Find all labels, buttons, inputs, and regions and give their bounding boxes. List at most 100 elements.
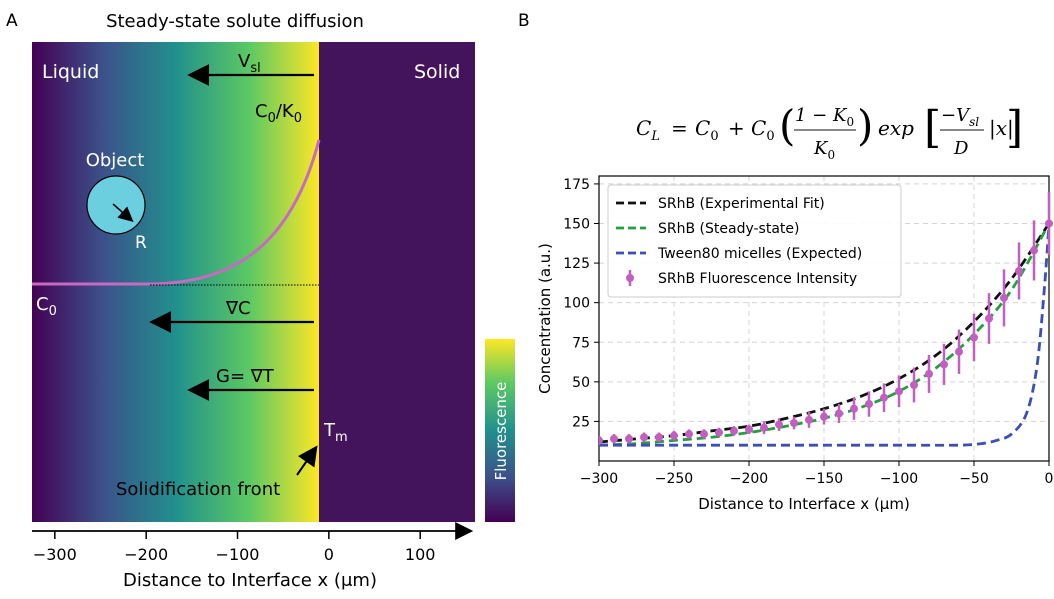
legend: SRhB (Experimental Fit) SRhB (Steady-stat… <box>607 184 902 298</box>
data-point <box>880 393 888 402</box>
data-point <box>610 434 618 443</box>
data-point <box>715 428 723 437</box>
y-tick-label: 50 <box>572 375 590 391</box>
data-point <box>599 436 603 445</box>
eq-den2: D <box>953 138 969 159</box>
tm-label: Tm <box>323 420 348 445</box>
eq-equals: = <box>671 116 688 140</box>
legend-label: SRhB (Experimental Fit) <box>658 196 825 212</box>
data-point <box>805 415 813 424</box>
object-label: Object <box>86 150 145 171</box>
x-tick-label: −150 <box>805 471 843 487</box>
eq-rparen: ) <box>857 101 873 150</box>
legend-marker <box>626 274 634 282</box>
front-arrow <box>296 445 318 476</box>
panel-b: B CL = C0 + C0 ( 1 − K0 K0 ) exp [ −Vsl … <box>518 11 1054 513</box>
data-point <box>1045 219 1053 228</box>
legend-label: SRhB (Steady-state) <box>658 221 799 237</box>
grad-t-label: G= ∇T <box>216 366 275 387</box>
equation: CL = C0 + C0 ( 1 − K0 K0 ) exp [ −Vsl D … <box>636 101 1023 162</box>
data-point <box>895 387 903 396</box>
data-point <box>865 400 873 408</box>
y-axis-label: Concentration (a.u.) <box>536 243 554 394</box>
data-point <box>685 430 693 439</box>
front-label: Solidification front <box>116 479 280 500</box>
data-point <box>625 434 633 443</box>
y-tick-label: 125 <box>563 256 590 272</box>
data-point <box>730 426 738 435</box>
data-point <box>760 423 768 432</box>
y-tick-label: 75 <box>572 335 590 351</box>
eq-term2: C0 <box>751 116 775 144</box>
data-point <box>1030 246 1038 255</box>
x-tick-label: 0 <box>1045 471 1054 487</box>
data-point <box>985 314 993 323</box>
eq-num1: 1 − K0 <box>795 105 854 129</box>
eq-num2: −Vsl <box>941 105 979 129</box>
concentration-chart: −300 −250 −200 −150 −100 −50 0 25 50 75 100 125 150 1… <box>536 175 1054 513</box>
panel-a-ticks: −300 −200 −100 0 100 <box>33 531 436 564</box>
panel-a-title: Steady-state solute diffusion <box>106 11 364 32</box>
x-tick-label: −50 <box>959 471 989 487</box>
eq-lparen: ( <box>779 101 795 150</box>
eq-lbracket: [ <box>924 102 941 153</box>
colorbar <box>485 339 515 522</box>
plot-area <box>599 191 1053 447</box>
series-line-2 <box>599 223 1051 447</box>
eq-den1: K0 <box>813 138 835 162</box>
panel-a-tick-label: −200 <box>124 545 168 564</box>
x-tick-label: −250 <box>655 471 693 487</box>
concentration-curve <box>32 139 321 286</box>
data-point <box>640 433 648 442</box>
vsl-label: Vsl <box>238 51 261 76</box>
y-tick-label: 175 <box>563 177 590 193</box>
liquid-label: Liquid <box>42 61 99 83</box>
radius-label: R <box>135 233 147 253</box>
data-point <box>955 347 963 356</box>
data-point <box>700 430 708 439</box>
solid-label: Solid <box>414 61 460 83</box>
solid-region <box>319 42 475 522</box>
panel-b-letter: B <box>518 11 530 31</box>
data-point <box>850 404 858 413</box>
data-point <box>745 425 753 434</box>
c0-label: C0 <box>36 294 57 319</box>
panel-a-tick-label: −300 <box>33 545 77 564</box>
panel-a-tick-label: −100 <box>216 545 260 564</box>
panel-a-tick-label: 0 <box>324 545 334 564</box>
y-tick-label: 150 <box>563 217 590 233</box>
panel-a-tick-label: 100 <box>405 545 436 564</box>
x-tick-label: −100 <box>880 471 918 487</box>
data-point <box>940 360 948 369</box>
data-point <box>1000 293 1008 302</box>
data-point <box>775 420 783 429</box>
data-point <box>835 409 843 418</box>
panel-a-xlabel: Distance to Interface x (μm) <box>123 570 377 591</box>
y-tick-label: 100 <box>563 296 590 312</box>
eq-lhs: CL <box>636 116 660 144</box>
data-point <box>790 419 798 427</box>
data-point <box>655 433 663 442</box>
object-circle <box>86 175 146 235</box>
panel-a-letter: A <box>6 11 18 31</box>
colorbar-label: Fluorescence <box>492 382 510 481</box>
eq-exp: exp <box>878 116 914 140</box>
x-tick-label: −300 <box>580 471 618 487</box>
y-tick-label: 25 <box>572 414 590 430</box>
data-point <box>910 381 918 389</box>
radius-arrow <box>112 203 134 222</box>
data-point <box>925 369 933 378</box>
data-point <box>670 431 678 440</box>
panel-a: A Steady-state solute diffusion Liquid S… <box>6 11 515 591</box>
eq-absx: |x| <box>989 116 1014 141</box>
data-point <box>1015 267 1023 275</box>
data-point <box>970 333 978 342</box>
c0k0-label: C0/K0 <box>255 101 302 126</box>
legend-label: Tween80 micelles (Expected) <box>657 246 862 262</box>
eq-rbracket: ] <box>1006 102 1023 153</box>
x-axis-label: Distance to Interface x (μm) <box>698 495 910 513</box>
eq-plus: + <box>728 116 745 140</box>
eq-term1: C0 <box>695 116 719 144</box>
x-tick-label: −200 <box>730 471 768 487</box>
grad-c-label: ∇C <box>225 298 251 319</box>
